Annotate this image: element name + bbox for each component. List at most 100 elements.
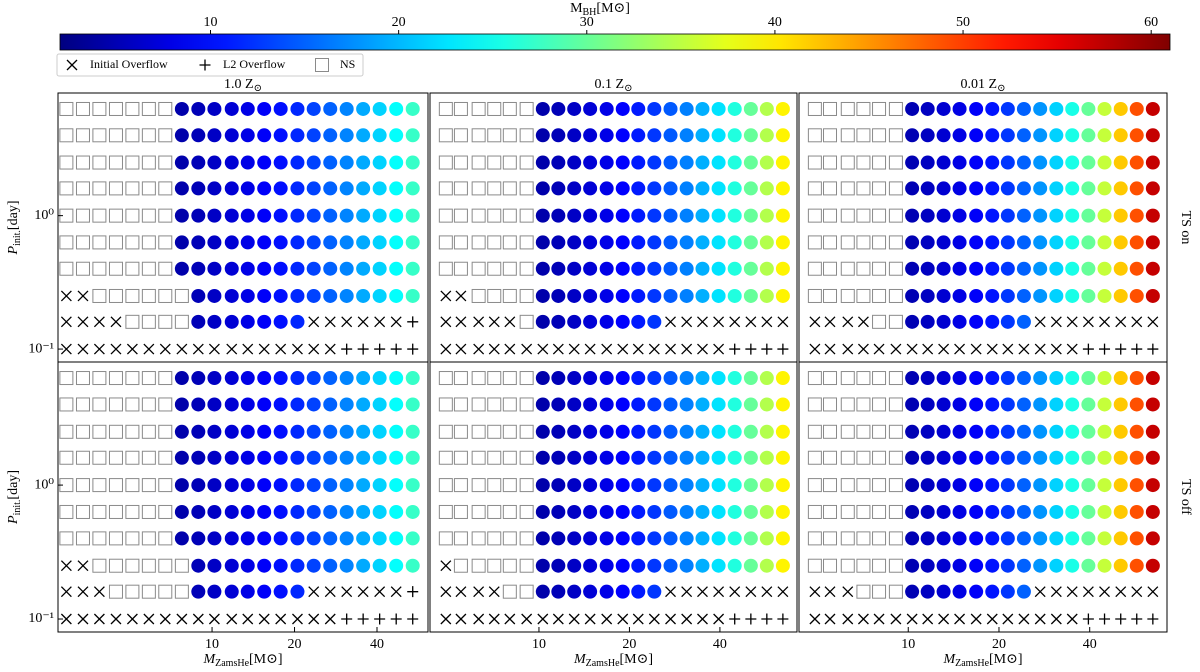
outcome-marker [502,558,517,573]
bh-point [615,478,630,493]
outcome-marker [174,558,189,573]
outcome-marker [502,181,517,196]
bh-point [290,208,305,223]
bh-point [191,584,206,599]
outcome-marker [75,424,90,439]
bh-point [663,208,678,223]
bh-point [1145,288,1160,303]
outcome-marker [455,343,467,355]
bh-point [1016,397,1031,412]
outcome-marker [141,450,156,465]
bh-point [727,424,742,439]
bh-point [1000,128,1015,143]
bh-point [290,128,305,143]
outcome-marker [809,586,821,598]
outcome-marker [108,558,123,573]
outcome-marker [390,316,402,328]
outcome-marker [60,613,72,625]
bh-point [1081,181,1096,196]
outcome-marker [141,314,156,329]
bh-point [1081,235,1096,250]
bh-point [615,314,630,329]
bh-point [323,450,338,465]
outcome-marker [888,208,903,223]
outcome-marker [92,531,107,546]
bh-point [952,235,967,250]
outcome-marker [632,613,644,625]
outcome-marker [92,208,107,223]
bh-point [631,155,646,170]
bh-point [273,450,288,465]
bh-point [567,101,582,116]
bh-point [743,450,758,465]
bh-point [339,261,354,276]
outcome-marker [888,558,903,573]
bh-point [663,128,678,143]
bh-point [1000,397,1015,412]
legend-marker [315,58,329,72]
outcome-marker [471,101,486,116]
bh-point [952,208,967,223]
outcome-marker [471,478,486,493]
outcome-marker [745,343,757,355]
outcome-marker [872,101,887,116]
outcome-marker [59,371,74,386]
outcome-marker [125,371,140,386]
bh-point [372,208,387,223]
bh-point [727,478,742,493]
outcome-marker [856,101,871,116]
x-axis-label-sub: ZamsHe [586,658,620,669]
outcome-marker [125,584,140,599]
bh-point [306,181,321,196]
bh-point [1033,235,1048,250]
bh-point [405,101,420,116]
bh-point [952,424,967,439]
outcome-marker [1002,613,1014,625]
y-axis-label-main: P [6,515,21,525]
outcome-marker [519,208,534,223]
outcome-marker [1099,613,1111,625]
bh-point [583,288,598,303]
bh-point [1145,235,1160,250]
outcome-marker [125,101,140,116]
bh-point [551,478,566,493]
bh-point [952,314,967,329]
outcome-marker [519,235,534,250]
x-tick-label: 20 [288,637,302,652]
bh-point [647,450,662,465]
outcome-marker [108,584,123,599]
bh-point [290,531,305,546]
outcome-marker [60,316,72,328]
bh-point [985,181,1000,196]
outcome-marker [92,504,107,519]
outcome-marker [970,343,982,355]
bh-point [920,128,935,143]
bh-point [290,261,305,276]
bh-point [647,424,662,439]
outcome-marker [92,450,107,465]
bh-point [647,371,662,386]
y-axis-label-unit: [day] [6,470,21,500]
panel-title-sub: ⊙ [254,83,262,94]
bh-point [1129,478,1144,493]
outcome-marker [856,478,871,493]
bh-point [323,424,338,439]
bh-point [1016,424,1031,439]
outcome-marker [824,586,836,598]
bh-point [936,155,951,170]
bh-point [551,584,566,599]
outcome-marker [438,450,453,465]
outcome-marker [872,558,887,573]
bh-point [985,235,1000,250]
outcome-marker [453,531,468,546]
outcome-marker [1131,586,1143,598]
bh-point [240,584,255,599]
bh-point [743,128,758,143]
bh-point [306,558,321,573]
outcome-marker [888,371,903,386]
bh-point [1000,208,1015,223]
outcome-marker [745,316,757,328]
outcome-marker [75,155,90,170]
bh-point [583,478,598,493]
bh-point [273,235,288,250]
